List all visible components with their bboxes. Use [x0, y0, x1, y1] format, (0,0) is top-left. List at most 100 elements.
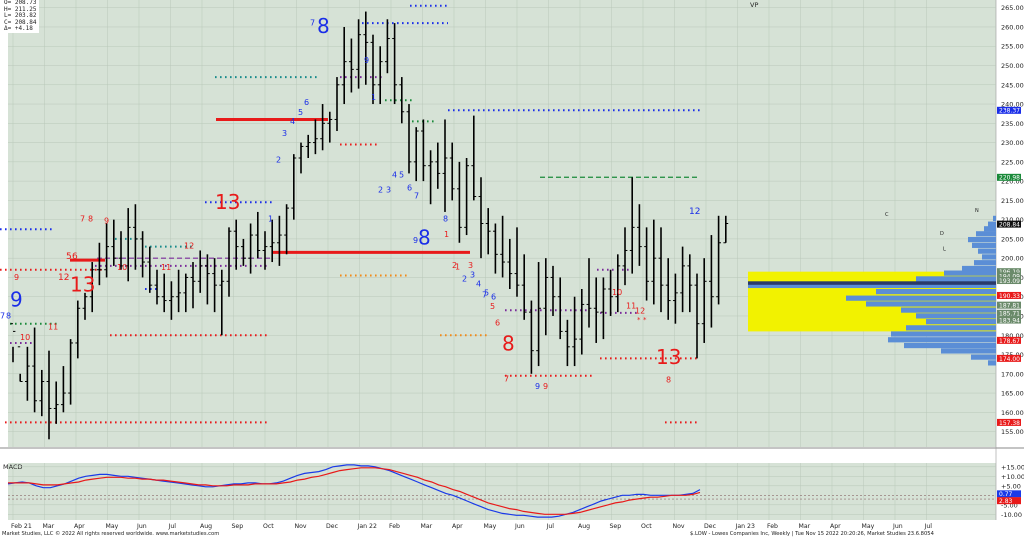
td-count-label: 3	[468, 261, 473, 270]
ohlc-bar	[521, 254, 527, 320]
ohlc-bar	[709, 235, 714, 328]
ohlc-bar	[284, 204, 289, 255]
td-count-label: 10	[612, 288, 622, 297]
ohlc-bar	[53, 381, 59, 424]
y-tick-label: 205.00	[1001, 235, 1024, 243]
profile-bar	[978, 248, 996, 254]
ohlc-bar	[356, 19, 361, 89]
poc-bar	[748, 281, 996, 285]
ohlc-bar	[125, 208, 131, 282]
y-tick-label: 180.00	[1001, 332, 1024, 340]
td-count-label: 13	[656, 345, 681, 369]
price-tag-bg	[997, 316, 1021, 324]
td-count-label: 12	[689, 207, 700, 217]
ohlc-bar	[370, 34, 376, 105]
x-tick-label: Dec	[704, 523, 717, 530]
profile-letter: D	[940, 231, 944, 237]
ohlc-change: Δ= +4.18	[4, 25, 33, 32]
td-count-label: 8	[88, 215, 93, 224]
price-tag: 157.38	[997, 418, 1021, 427]
x-tick-label: Jul	[924, 523, 933, 530]
ohlc-bar	[197, 250, 203, 293]
y-tick-label: 240.00	[1001, 101, 1024, 109]
ohlc-bar	[428, 150, 433, 205]
ohlc-bar	[169, 281, 174, 320]
x-tick-label: Sep	[232, 523, 244, 530]
td-count-label: 10	[117, 263, 127, 272]
ohlc-bar	[154, 269, 160, 305]
price-tag-bg	[997, 173, 1021, 181]
macd-y-tick: +5.00	[1001, 482, 1021, 490]
ohlc-bar	[82, 292, 88, 320]
td-count-label: 10	[20, 333, 30, 342]
td-count-label: 1	[268, 215, 273, 224]
profile-bar	[993, 215, 996, 221]
td-count-label: 8	[418, 226, 431, 250]
ohlc-bar	[377, 46, 383, 105]
y-tick-label: 220.00	[1001, 178, 1024, 186]
ohlc-bar	[464, 157, 469, 236]
price-tag-bg	[997, 291, 1021, 299]
macd-y-tick: +10.00	[1001, 473, 1024, 481]
ohlc-bar	[543, 258, 549, 336]
price-tag-bg	[997, 354, 1021, 362]
ohlc-open: O= 208.73	[4, 0, 37, 6]
profile-bar	[941, 348, 996, 354]
x-tick-label: Apr	[74, 523, 85, 530]
x-tick-label: Mar	[799, 523, 811, 530]
td-count-label: 4	[392, 170, 397, 179]
price-tag-bg	[997, 268, 1021, 276]
price-tag: 194.09	[997, 272, 1021, 280]
profile-bar	[916, 276, 996, 282]
ohlc-bar	[622, 227, 628, 286]
td-count-label: 5	[66, 252, 72, 262]
ohlc-bar	[557, 277, 563, 340]
profile-bar	[968, 236, 996, 243]
ohlc-bar	[313, 119, 318, 155]
td-count-label: 1	[444, 230, 449, 239]
price-tag-label: 178.67	[999, 338, 1020, 345]
td-count-label: 11	[48, 322, 58, 331]
y-tick-label: 250.00	[1001, 62, 1024, 70]
ohlc-bar	[608, 269, 613, 316]
profile-letter: C	[885, 212, 889, 218]
td-count-label: 13	[70, 272, 95, 296]
ohlc-bar	[248, 223, 253, 274]
td-count-label: 7	[414, 191, 419, 200]
td-marker: *	[643, 316, 647, 324]
x-tick-label: Jul	[168, 523, 177, 530]
price-tag-label: 185.71	[999, 311, 1020, 318]
td-count-label: 1	[455, 263, 460, 272]
ohlc-bar	[579, 289, 585, 355]
y-tick-label: 165.00	[1001, 390, 1024, 398]
ohlc-bar	[471, 115, 477, 201]
ohlc-bar	[687, 254, 693, 313]
ohlc-bar	[327, 111, 333, 143]
td-count-label: 11	[161, 263, 171, 272]
ohlc-bar	[392, 23, 397, 105]
ohlc-bar	[716, 215, 721, 305]
ohlc-bar	[277, 215, 282, 266]
ohlc-bar	[673, 273, 678, 324]
x-tick-label: Nov	[295, 523, 307, 530]
price-tag: 187.81	[997, 301, 1021, 310]
td-count-label: 7	[0, 312, 5, 321]
td-count-label: 9	[413, 236, 418, 245]
x-tick-label: Feb	[389, 523, 400, 530]
price-tag-label: 183.94	[999, 317, 1020, 324]
ohlc-bar	[97, 242, 102, 286]
td-count-label: 2	[378, 186, 383, 195]
profile-bar	[984, 226, 996, 232]
td-count-label: 7	[310, 18, 315, 27]
footer-copyright: Market Studies, LLC © 2022 All rights re…	[2, 530, 219, 537]
ohlc-bar	[17, 346, 23, 382]
profile-bar	[974, 260, 996, 266]
y-tick-label: 255.00	[1001, 43, 1024, 51]
ohlc-bar	[341, 26, 347, 105]
x-tick-label: Aug	[578, 523, 590, 530]
profile-bar	[906, 325, 996, 331]
y-tick-label: 260.00	[1001, 23, 1024, 31]
ohlc-bar	[176, 269, 181, 313]
